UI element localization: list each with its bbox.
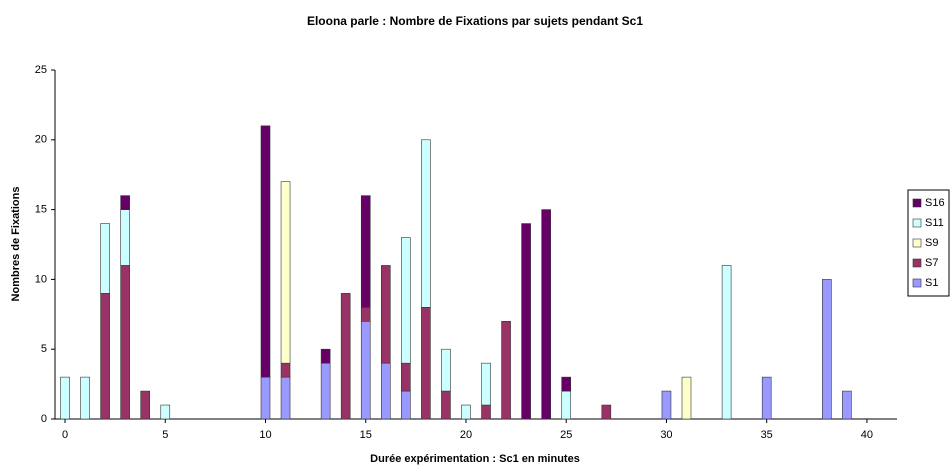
bar-segment [822,279,832,420]
x-tick-label: 35 [761,429,773,441]
x-tick-label: 15 [360,429,372,441]
bar-segment [461,404,471,420]
bar-segment [260,125,271,378]
bar-segment [421,139,431,308]
legend-swatch [912,218,922,228]
bar-segment [320,348,331,364]
bar-segment [561,390,572,420]
x-tick-label: 30 [660,429,672,441]
bar-segment [401,237,411,364]
y-tick-label: 20 [35,134,47,146]
bar-segment [340,293,351,420]
bar-segment [441,390,451,420]
bar-segment [380,265,391,364]
x-tick-label: 20 [460,429,472,441]
bar-segment [380,362,391,420]
bar-segment [320,362,331,420]
bar-segment [481,362,491,406]
bar-segment [280,181,291,364]
bar-segment [441,348,451,392]
y-tick-label: 15 [35,204,47,216]
bar-segment [541,209,551,420]
legend-swatch [912,278,922,288]
bar-segment [501,320,511,420]
bar-segment [360,320,371,420]
bar-segment [260,376,271,420]
bar-segment [401,390,411,420]
x-axis-label: Durée expérimentation : Sc1 en minutes [370,453,580,465]
bar-segment [100,223,110,294]
bar-segment [120,209,130,266]
y-tick-label: 10 [35,273,47,285]
x-tick-label: 40 [861,429,873,441]
legend-label: S16 [925,197,945,209]
legend-label: S1 [925,277,938,289]
bar-segment [681,376,692,420]
y-tick-label: 25 [35,64,47,76]
legend-swatch [912,198,922,208]
bar-segment [360,195,371,308]
bar-segment [842,390,852,420]
bar-segment [80,376,90,420]
legend-swatch [912,258,922,268]
x-tick-label: 10 [259,429,271,441]
legend-label: S9 [925,237,938,249]
bar-segment [601,404,612,420]
legend-label: S11 [925,217,944,229]
bar-segment [140,390,151,420]
y-tick-label: 0 [41,413,47,425]
chart-title: Eloona parle : Nombre de Fixations par s… [307,14,643,28]
bar-segment [481,404,491,420]
bar-segment [360,307,371,322]
bar-segment [661,390,672,420]
bar-segment [721,265,732,420]
x-tick-label: 0 [62,429,68,441]
bar-segment [561,376,572,392]
bar-segment [120,265,130,420]
bar-segment [280,362,291,378]
bar-segment [761,376,772,420]
bar-segment [100,293,110,420]
bar-segment [401,362,411,392]
legend-swatch [912,238,922,248]
bar-segment [60,376,70,420]
bar-segment [421,307,431,420]
x-tick-label: 25 [560,429,572,441]
legend-label: S7 [925,257,938,269]
y-tick-label: 5 [41,343,47,355]
bar-segment [120,195,130,210]
y-axis-label: Nombres de Fixations [10,187,22,302]
x-tick-label: 5 [162,429,168,441]
bar-segment [521,223,531,420]
bar-segment [280,376,291,420]
bar-segment [160,404,171,420]
